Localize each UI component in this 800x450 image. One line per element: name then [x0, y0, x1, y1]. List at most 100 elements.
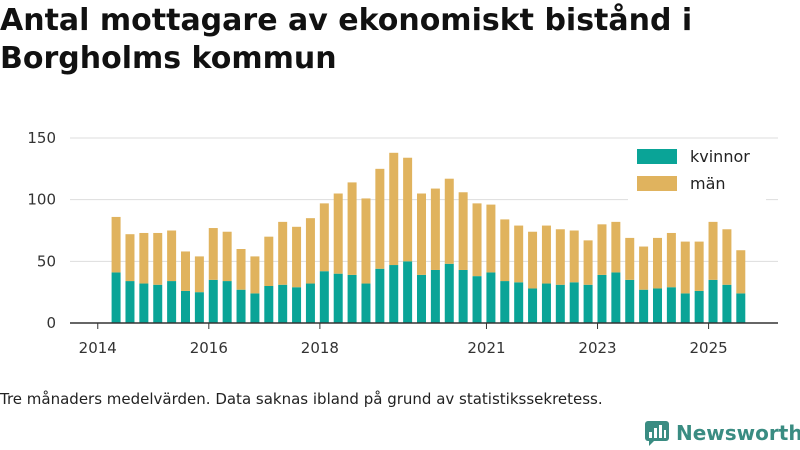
bar-kvinnor	[611, 272, 621, 323]
legend-label: kvinnor	[690, 147, 750, 166]
bar-man	[333, 193, 343, 274]
bar-man	[528, 231, 538, 289]
bar-man	[278, 221, 288, 285]
bars	[111, 152, 746, 323]
bar-man	[486, 204, 496, 273]
bar-kvinnor	[111, 272, 121, 323]
bar-kvinnor	[736, 293, 746, 323]
bar-man	[555, 229, 565, 285]
bar-man	[736, 250, 746, 294]
bar-man	[708, 221, 718, 280]
bar-man	[153, 232, 163, 285]
caption: Tre månaders medelvärden. Data saknas ib…	[0, 390, 603, 408]
bar-kvinnor	[208, 279, 218, 323]
bar-kvinnor	[389, 265, 399, 323]
bar-man	[541, 225, 551, 284]
bar-kvinnor	[597, 274, 607, 323]
bar-man	[222, 231, 232, 282]
bar-kvinnor	[458, 269, 468, 323]
bar-kvinnor	[500, 281, 510, 323]
x-tick-label: 2016	[190, 339, 228, 357]
bar-man	[597, 224, 607, 275]
bar-kvinnor	[639, 289, 649, 323]
bar-man	[458, 192, 468, 270]
bar-kvinnor	[292, 287, 302, 323]
bar-kvinnor	[444, 263, 454, 323]
bar-kvinnor	[375, 268, 385, 323]
bar-man	[569, 230, 579, 283]
bar-kvinnor	[625, 279, 635, 323]
bar-kvinnor	[430, 269, 440, 323]
bar-kvinnor	[486, 272, 496, 323]
bar-man	[208, 228, 218, 280]
y-tick-label: 100	[27, 191, 56, 209]
bar-man	[181, 251, 191, 291]
bar-man	[680, 241, 690, 294]
bar-kvinnor	[541, 283, 551, 323]
bar-kvinnor	[264, 286, 274, 323]
bar-kvinnor	[194, 292, 204, 323]
bar-man	[722, 229, 732, 285]
bar-man	[305, 218, 315, 284]
bar-man	[167, 230, 177, 282]
legend-swatch	[637, 149, 677, 164]
bar-kvinnor	[514, 282, 524, 323]
chart-title: Antal mottagare av ekonomiskt bistånd i …	[0, 3, 693, 76]
brand-name: Newsworthy	[676, 421, 800, 445]
bar-kvinnor	[403, 261, 413, 323]
bar-kvinnor	[236, 289, 246, 323]
bar-man	[583, 240, 593, 285]
bar-kvinnor	[139, 283, 149, 323]
bar-kvinnor	[222, 281, 232, 323]
bar-kvinnor	[319, 271, 329, 323]
bar-man	[472, 203, 482, 277]
bar-man	[139, 232, 149, 284]
bar-kvinnor	[305, 283, 315, 323]
newsworthy-icon	[645, 421, 669, 446]
bar-kvinnor	[722, 284, 732, 323]
y-tick-label: 50	[37, 252, 56, 270]
bar-man	[292, 226, 302, 288]
bar-kvinnor	[417, 274, 427, 323]
bar-man	[389, 152, 399, 266]
x-tick-label: 2021	[467, 339, 505, 357]
bar-kvinnor	[708, 279, 718, 323]
bar-kvinnor	[653, 288, 663, 323]
bar-man	[194, 256, 204, 293]
bar-man	[403, 157, 413, 262]
bar-man	[639, 246, 649, 290]
bar-man	[694, 241, 704, 291]
brand-logo[interactable]: Newsworthy	[644, 418, 800, 448]
bar-kvinnor	[181, 290, 191, 323]
bar-kvinnor	[361, 283, 371, 323]
bar-kvinnor	[167, 281, 177, 323]
x-tick-label: 2023	[578, 339, 616, 357]
y-tick-label: 0	[46, 314, 56, 332]
bar-man	[625, 237, 635, 280]
bar-man	[500, 219, 510, 282]
x-tick-label: 2014	[79, 339, 117, 357]
bar-man	[611, 221, 621, 273]
bar-man	[125, 234, 135, 282]
bar-man	[319, 203, 329, 272]
bar-man	[361, 198, 371, 284]
x-axis: 2014 2016 2018 2021 2023 2025	[79, 323, 728, 357]
bar-man	[236, 249, 246, 290]
bar-man	[444, 178, 454, 264]
bar-man	[264, 236, 274, 286]
bar-kvinnor	[555, 284, 565, 323]
bar-kvinnor	[278, 284, 288, 323]
bar-kvinnor	[347, 274, 357, 323]
x-tick-label: 2018	[301, 339, 339, 357]
x-tick-label: 2025	[689, 339, 727, 357]
bar-kvinnor	[528, 288, 538, 323]
bar-kvinnor	[569, 282, 579, 323]
bar-kvinnor	[666, 287, 676, 323]
legend-swatch	[637, 176, 677, 191]
bar-kvinnor	[125, 281, 135, 323]
bar-man	[653, 237, 663, 289]
bar-man	[430, 188, 440, 270]
bar-kvinnor	[333, 273, 343, 323]
bar-kvinnor	[680, 293, 690, 323]
bar-kvinnor	[250, 293, 260, 323]
